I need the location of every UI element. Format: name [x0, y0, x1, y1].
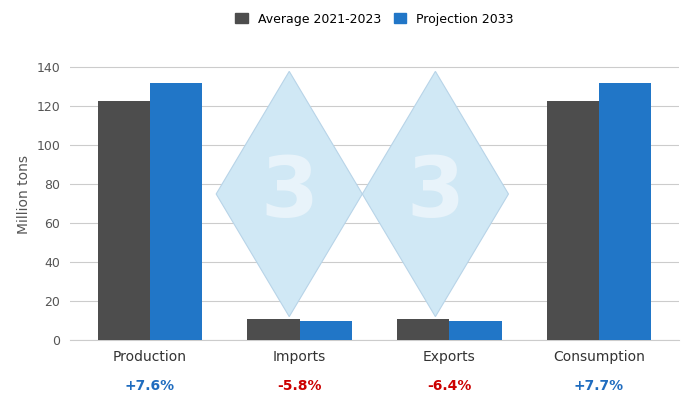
Y-axis label: Million tons: Million tons [17, 154, 31, 234]
Bar [247, 318, 300, 340]
Bar [150, 83, 202, 340]
Bar [397, 318, 449, 340]
Bar [98, 100, 150, 340]
Bar [547, 100, 599, 340]
Bar [449, 320, 502, 340]
Bar [599, 83, 651, 340]
Text: 3: 3 [407, 154, 464, 234]
Bar [300, 320, 352, 340]
Text: -5.8%: -5.8% [277, 379, 322, 393]
Polygon shape [216, 71, 363, 317]
Text: +7.7%: +7.7% [574, 379, 624, 393]
Polygon shape [363, 71, 508, 317]
Text: -6.4%: -6.4% [427, 379, 472, 393]
Legend: Average 2021-2023, Projection 2033: Average 2021-2023, Projection 2033 [230, 8, 519, 30]
Text: 3: 3 [260, 154, 318, 234]
Text: +7.6%: +7.6% [125, 379, 175, 393]
